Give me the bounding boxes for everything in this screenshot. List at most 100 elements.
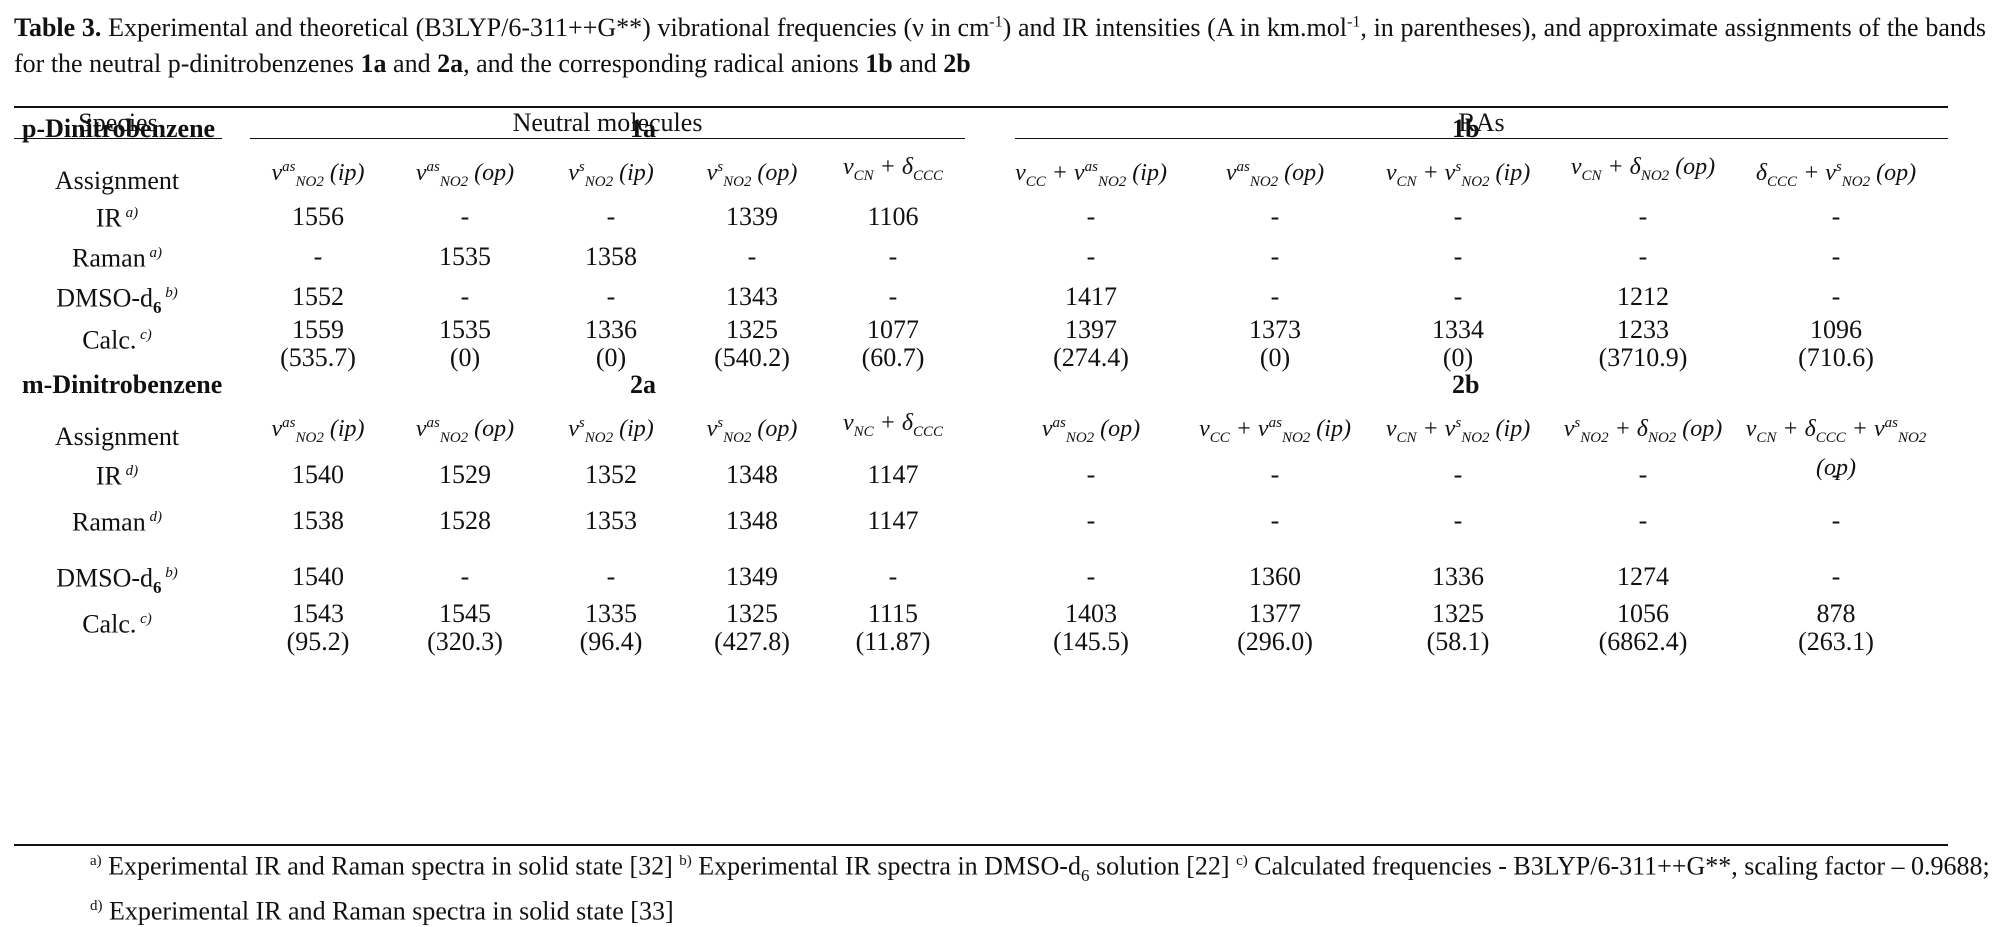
table-cell: 1115 (11.87) [855,599,931,656]
table-cell: 1397 (274.4) [1053,315,1129,372]
row-label: DMSO-d6 b) [56,563,178,597]
row-label: DMSO-d6 b) [56,283,178,317]
table-cell: 1147 [867,506,919,535]
ra-id: 1b [1452,114,1480,143]
table-cell: 1077 (60.7) [861,315,925,372]
table-cell: 1373 (0) [1249,315,1301,372]
table-cell: 878 (263.1) [1798,599,1874,656]
table-cell: 1147 [867,460,919,489]
ras-rule [1015,138,1948,139]
table-cell: 1233 (3710.9) [1598,315,1688,372]
assignment-cell: vCN + δCCC + vasNO2 (op) [1745,415,1927,481]
table-cell: - [1453,460,1463,489]
assignment-cell: vCN + vsNO2 (ip) [1385,159,1531,190]
table-cell: 1348 [726,506,778,535]
assignment-cell: vasNO2 (ip) [271,415,365,446]
table-cell: 1552 [292,282,344,311]
table-cell: 1538 [292,506,344,535]
table-label: Table 3. [14,13,102,42]
table-cell: - [1831,282,1841,311]
table-cell: 1056 (6862.4) [1598,599,1688,656]
table-cell: 1325 (540.2) [714,315,790,372]
table-cell: 1353 [585,506,637,535]
header-species: Species [78,108,158,137]
assignment-cell: vasNO2 (op) [415,415,515,446]
table-cell: 1540 [292,460,344,489]
assignment-cell: vCN + vsNO2 (ip) [1385,415,1531,446]
table-cell: 1352 [585,460,637,489]
table-cell: - [747,242,757,271]
table-cell: - [1638,202,1648,231]
table-cell: - [1270,242,1280,271]
table-cell: 1336 (0) [585,315,637,372]
assignment-cell: vasNO2 (op) [415,159,515,190]
table-cell: - [1270,202,1280,231]
table-cell: 1325 (58.1) [1426,599,1490,656]
table-cell: 1334 (0) [1432,315,1484,372]
table-cell: 1529 [439,460,491,489]
table-cell: 1545 (320.3) [427,599,503,656]
table-cell: 1403 (145.5) [1053,599,1129,656]
table-cell: 1106 [867,202,919,231]
table-cell: 1535 (0) [439,315,491,372]
assignment-cell: vasNO2 (op) [1041,415,1141,446]
table-cell: - [1638,242,1648,271]
table-cell: - [1270,460,1280,489]
table-cell: - [1831,562,1841,591]
assignment-cell: vCN + δNO2 (op) [1570,154,1716,184]
table-cell: - [1086,242,1096,271]
assignment-cell: vsNO2 (op) [706,415,798,446]
table-cell: - [460,562,470,591]
table-cell: - [1831,202,1841,231]
table-cell: 1349 [726,562,778,591]
table-cell: - [460,202,470,231]
table-cell: - [1453,202,1463,231]
table-cell: 1348 [726,460,778,489]
table-cell: 1343 [726,282,778,311]
table-cell: 1212 [1617,282,1669,311]
section-title: p-Dinitrobenzene [22,114,216,143]
table-cell: - [313,242,323,271]
neutral-rule [250,138,965,139]
species-rule [14,138,222,139]
table-cell: 1360 [1249,562,1301,591]
assignment-cell: vCC + vasNO2 (ip) [1199,415,1351,446]
assignment-cell: vasNO2 (op) [1225,159,1325,190]
neutral-id: 2a [630,370,656,399]
table-cell: - [1270,506,1280,535]
table-cell: - [1086,202,1096,231]
neutral-id: 1a [630,114,656,143]
table-cell: - [1453,506,1463,535]
table-cell: - [1086,460,1096,489]
table-cell: 1377 (296.0) [1237,599,1313,656]
header-ras: RAs [1458,108,1505,137]
table-cell: - [606,562,616,591]
table-cell: - [1831,460,1841,489]
table-cell: 1339 [726,202,778,231]
footnotes: a) Experimental IR and Raman spectra in … [90,851,1990,926]
table-cell: - [1453,242,1463,271]
assignment-label: Assignment [54,422,180,451]
assignment-cell: vasNO2 (ip) [271,159,365,190]
table-cell: - [888,562,898,591]
table-cell: 1096 (710.6) [1798,315,1874,372]
table-cell: 1559 (535.7) [280,315,356,372]
table-cell: 1358 [585,242,637,271]
table-cell: - [1831,242,1841,271]
table-cell: 1325 (427.8) [714,599,790,656]
table-cell: - [1086,506,1096,535]
table-cell: 1556 [292,202,344,231]
assignment-cell: vsNO2 + δNO2 (op) [1563,415,1723,446]
table-cell: - [460,282,470,311]
table-cell: - [1086,562,1096,591]
table-cell: - [1270,282,1280,311]
row-label: Raman d) [72,507,162,537]
table-cell: - [888,242,898,271]
top-rule [14,106,1948,108]
section-title: m-Dinitrobenzene [22,370,223,399]
table-cell: 1335 (96.4) [579,599,643,656]
table-cell: 1535 [439,242,491,271]
table-cell: 1540 [292,562,344,591]
assignment-cell: vNC + δCCC [842,410,944,440]
row-label: Raman a) [72,243,162,273]
